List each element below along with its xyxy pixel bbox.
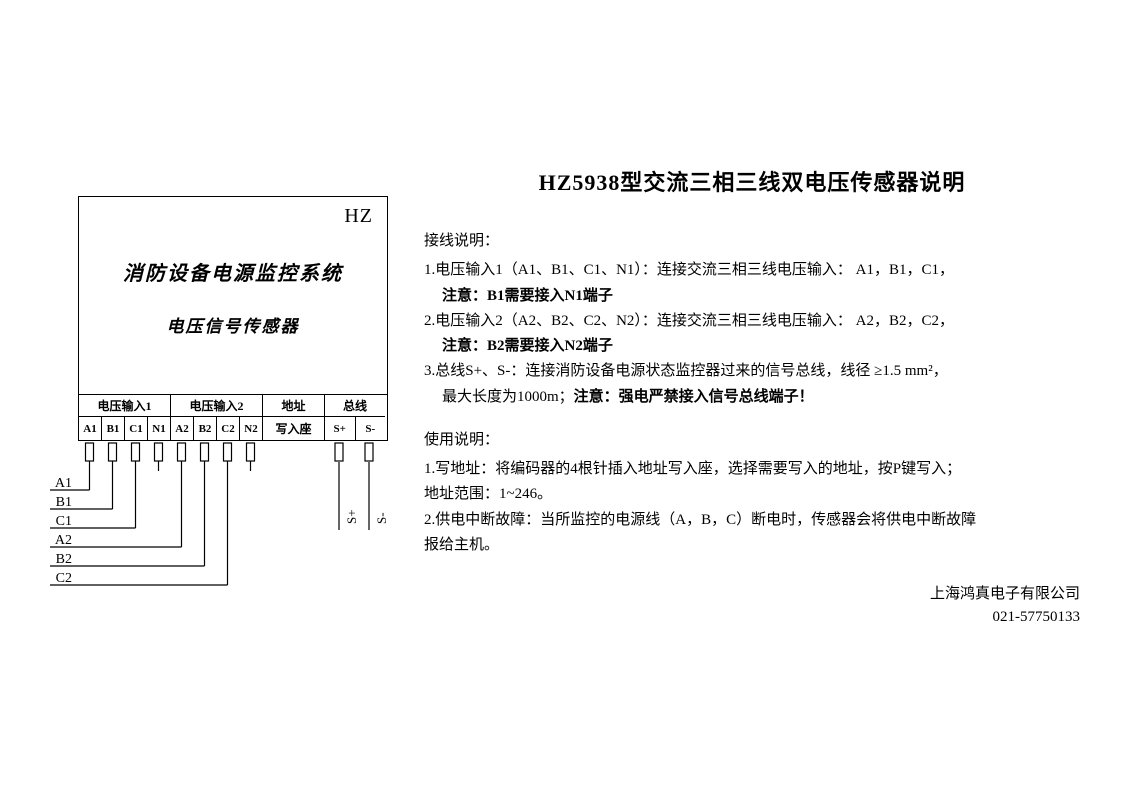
wire-label: C1 <box>50 514 72 530</box>
wiring-list: 1.电压输入1（A1、B1、C1、N1）：连接交流三相三线电压输入： A1，B1… <box>424 259 1080 409</box>
bus-label-sm: S- <box>374 512 390 524</box>
usage-item-sub: 报给主机。 <box>424 534 1080 557</box>
usage-list: 1.写地址：将编码器的4根针插入地址写入座，选择需要写入的地址，按P键写入；地址… <box>424 458 1080 557</box>
wiring-item: 3.总线S+、S-：连接消防设备电源状态监控器过来的信号总线，线径 ≥1.5 m… <box>424 360 1080 383</box>
company-tel: 021-57750133 <box>424 606 1080 629</box>
wire-label: B1 <box>50 495 72 511</box>
usage-item: 2.供电中断故障：当所监控的电源线（A，B，C）断电时，传感器会将供电中断故障 <box>424 509 1080 532</box>
wire-label: A2 <box>50 533 72 549</box>
text-column: HZ5938型交流三相三线双电压传感器说明 接线说明： 1.电压输入1（A1、B… <box>424 160 1080 640</box>
wiring-svg <box>50 160 390 640</box>
wire-label: A1 <box>50 476 72 492</box>
usage-item-sub: 地址范围：1~246。 <box>424 483 1080 506</box>
page-title: HZ5938型交流三相三线双电压传感器说明 <box>424 166 1080 200</box>
device-diagram: HZ 消防设备电源监控系统 电压信号传感器 电压输入1A1B1C1N1电压输入2… <box>50 160 390 640</box>
company-name: 上海鸿真电子有限公司 <box>424 583 1080 606</box>
bus-label-sp: S+ <box>344 509 360 524</box>
wiring-item-tail: 注意：B2需要接入N2端子 <box>424 335 1080 358</box>
wiring-item: 1.电压输入1（A1、B1、C1、N1）：连接交流三相三线电压输入： A1，B1… <box>424 259 1080 282</box>
usage-section-head: 使用说明： <box>424 429 1080 452</box>
company-block: 上海鸿真电子有限公司 021-57750133 <box>424 583 1080 630</box>
wiring-item-tail: 最大长度为1000m；注意：强电严禁接入信号总线端子！ <box>424 386 1080 409</box>
wiring-item-tail: 注意：B1需要接入N1端子 <box>424 285 1080 308</box>
wiring-section-head: 接线说明： <box>424 230 1080 253</box>
usage-item: 1.写地址：将编码器的4根针插入地址写入座，选择需要写入的地址，按P键写入； <box>424 458 1080 481</box>
wiring-item: 2.电压输入2（A2、B2、C2、N2）：连接交流三相三线电压输入： A2，B2… <box>424 310 1080 333</box>
wire-label: B2 <box>50 552 72 568</box>
wire-label: C2 <box>50 571 72 587</box>
